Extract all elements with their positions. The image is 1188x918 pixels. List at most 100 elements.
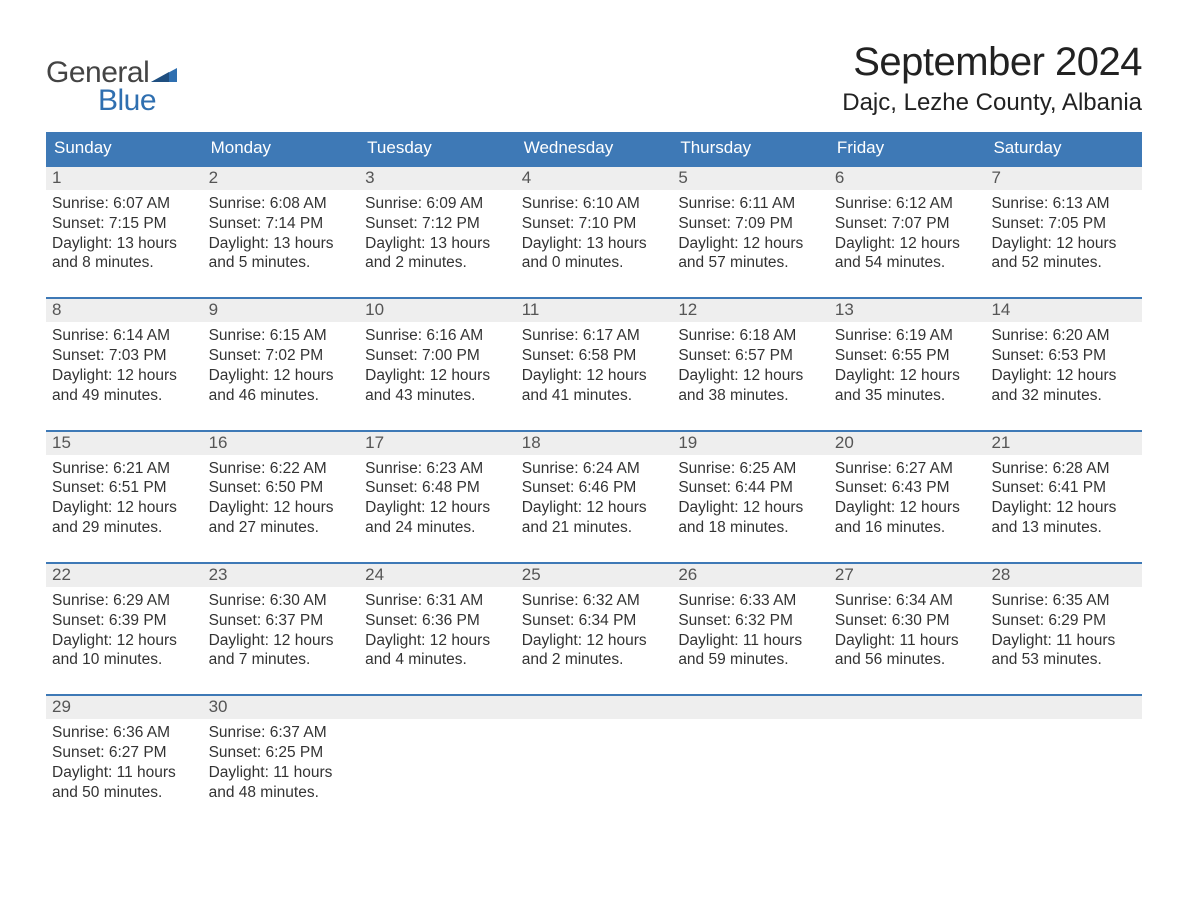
day-number: 4 bbox=[516, 167, 673, 190]
day-number bbox=[359, 696, 516, 719]
day-cell: 29Sunrise: 6:36 AMSunset: 6:27 PMDayligh… bbox=[46, 696, 203, 826]
day-body: Sunrise: 6:07 AMSunset: 7:15 PMDaylight:… bbox=[46, 190, 203, 297]
sunset-text: Sunset: 6:30 PM bbox=[835, 611, 980, 631]
day-cell: 2Sunrise: 6:08 AMSunset: 7:14 PMDaylight… bbox=[203, 167, 360, 297]
sunset-text: Sunset: 6:41 PM bbox=[991, 478, 1136, 498]
sunrise-text: Sunrise: 6:09 AM bbox=[365, 194, 510, 214]
sunrise-text: Sunrise: 6:19 AM bbox=[835, 326, 980, 346]
weekday-header: Wednesday bbox=[516, 132, 673, 165]
weekday-header: Tuesday bbox=[359, 132, 516, 165]
day-body: Sunrise: 6:33 AMSunset: 6:32 PMDaylight:… bbox=[672, 587, 829, 694]
sunrise-text: Sunrise: 6:23 AM bbox=[365, 459, 510, 479]
day-body: Sunrise: 6:15 AMSunset: 7:02 PMDaylight:… bbox=[203, 322, 360, 429]
daylight-text: Daylight: 12 hours and 18 minutes. bbox=[678, 498, 823, 538]
sunrise-text: Sunrise: 6:36 AM bbox=[52, 723, 197, 743]
day-cell: 25Sunrise: 6:32 AMSunset: 6:34 PMDayligh… bbox=[516, 564, 673, 694]
day-number bbox=[672, 696, 829, 719]
day-cell bbox=[516, 696, 673, 826]
day-body: Sunrise: 6:14 AMSunset: 7:03 PMDaylight:… bbox=[46, 322, 203, 429]
daylight-text: Daylight: 13 hours and 5 minutes. bbox=[209, 234, 354, 274]
day-cell: 14Sunrise: 6:20 AMSunset: 6:53 PMDayligh… bbox=[985, 299, 1142, 429]
day-cell: 20Sunrise: 6:27 AMSunset: 6:43 PMDayligh… bbox=[829, 432, 986, 562]
day-cell: 9Sunrise: 6:15 AMSunset: 7:02 PMDaylight… bbox=[203, 299, 360, 429]
day-number: 14 bbox=[985, 299, 1142, 322]
daylight-text: Daylight: 12 hours and 38 minutes. bbox=[678, 366, 823, 406]
day-number: 17 bbox=[359, 432, 516, 455]
sunrise-text: Sunrise: 6:35 AM bbox=[991, 591, 1136, 611]
day-cell: 13Sunrise: 6:19 AMSunset: 6:55 PMDayligh… bbox=[829, 299, 986, 429]
day-cell bbox=[359, 696, 516, 826]
day-number: 12 bbox=[672, 299, 829, 322]
sunset-text: Sunset: 6:53 PM bbox=[991, 346, 1136, 366]
calendar-grid: SundayMondayTuesdayWednesdayThursdayFrid… bbox=[46, 132, 1142, 827]
day-cell: 18Sunrise: 6:24 AMSunset: 6:46 PMDayligh… bbox=[516, 432, 673, 562]
day-body: Sunrise: 6:16 AMSunset: 7:00 PMDaylight:… bbox=[359, 322, 516, 429]
day-cell: 17Sunrise: 6:23 AMSunset: 6:48 PMDayligh… bbox=[359, 432, 516, 562]
sunset-text: Sunset: 6:39 PM bbox=[52, 611, 197, 631]
week-row: 1Sunrise: 6:07 AMSunset: 7:15 PMDaylight… bbox=[46, 165, 1142, 297]
day-number: 16 bbox=[203, 432, 360, 455]
day-body: Sunrise: 6:37 AMSunset: 6:25 PMDaylight:… bbox=[203, 719, 360, 826]
day-number: 3 bbox=[359, 167, 516, 190]
sunset-text: Sunset: 7:00 PM bbox=[365, 346, 510, 366]
sunset-text: Sunset: 6:27 PM bbox=[52, 743, 197, 763]
day-cell: 6Sunrise: 6:12 AMSunset: 7:07 PMDaylight… bbox=[829, 167, 986, 297]
day-cell: 26Sunrise: 6:33 AMSunset: 6:32 PMDayligh… bbox=[672, 564, 829, 694]
daylight-text: Daylight: 12 hours and 35 minutes. bbox=[835, 366, 980, 406]
day-cell: 30Sunrise: 6:37 AMSunset: 6:25 PMDayligh… bbox=[203, 696, 360, 826]
day-number: 1 bbox=[46, 167, 203, 190]
day-number: 15 bbox=[46, 432, 203, 455]
daylight-text: Daylight: 12 hours and 13 minutes. bbox=[991, 498, 1136, 538]
weekday-header: Sunday bbox=[46, 132, 203, 165]
day-cell: 1Sunrise: 6:07 AMSunset: 7:15 PMDaylight… bbox=[46, 167, 203, 297]
daylight-text: Daylight: 12 hours and 21 minutes. bbox=[522, 498, 667, 538]
sunset-text: Sunset: 6:37 PM bbox=[209, 611, 354, 631]
day-number: 30 bbox=[203, 696, 360, 719]
sunset-text: Sunset: 7:07 PM bbox=[835, 214, 980, 234]
daylight-text: Daylight: 12 hours and 7 minutes. bbox=[209, 631, 354, 671]
flag-icon bbox=[151, 62, 177, 82]
day-number: 24 bbox=[359, 564, 516, 587]
sunrise-text: Sunrise: 6:18 AM bbox=[678, 326, 823, 346]
sunrise-text: Sunrise: 6:13 AM bbox=[991, 194, 1136, 214]
daylight-text: Daylight: 12 hours and 46 minutes. bbox=[209, 366, 354, 406]
day-body: Sunrise: 6:34 AMSunset: 6:30 PMDaylight:… bbox=[829, 587, 986, 694]
daylight-text: Daylight: 12 hours and 32 minutes. bbox=[991, 366, 1136, 406]
daylight-text: Daylight: 12 hours and 49 minutes. bbox=[52, 366, 197, 406]
sunrise-text: Sunrise: 6:37 AM bbox=[209, 723, 354, 743]
sunrise-text: Sunrise: 6:12 AM bbox=[835, 194, 980, 214]
day-number: 9 bbox=[203, 299, 360, 322]
daylight-text: Daylight: 11 hours and 50 minutes. bbox=[52, 763, 197, 803]
sunset-text: Sunset: 7:03 PM bbox=[52, 346, 197, 366]
day-body: Sunrise: 6:21 AMSunset: 6:51 PMDaylight:… bbox=[46, 455, 203, 562]
day-body: Sunrise: 6:20 AMSunset: 6:53 PMDaylight:… bbox=[985, 322, 1142, 429]
day-cell: 16Sunrise: 6:22 AMSunset: 6:50 PMDayligh… bbox=[203, 432, 360, 562]
sunset-text: Sunset: 6:46 PM bbox=[522, 478, 667, 498]
daylight-text: Daylight: 12 hours and 43 minutes. bbox=[365, 366, 510, 406]
header-row: General Blue September 2024 Dajc, Lezhe … bbox=[46, 34, 1142, 118]
day-number: 2 bbox=[203, 167, 360, 190]
day-number: 5 bbox=[672, 167, 829, 190]
weekday-header: Thursday bbox=[672, 132, 829, 165]
week-row: 22Sunrise: 6:29 AMSunset: 6:39 PMDayligh… bbox=[46, 562, 1142, 694]
day-number: 25 bbox=[516, 564, 673, 587]
logo-text-blue: Blue bbox=[98, 84, 156, 118]
sunset-text: Sunset: 7:10 PM bbox=[522, 214, 667, 234]
title-block: September 2024 Dajc, Lezhe County, Alban… bbox=[842, 34, 1142, 117]
daylight-text: Daylight: 12 hours and 16 minutes. bbox=[835, 498, 980, 538]
day-cell bbox=[829, 696, 986, 826]
day-body: Sunrise: 6:35 AMSunset: 6:29 PMDaylight:… bbox=[985, 587, 1142, 694]
calendar-page: General Blue September 2024 Dajc, Lezhe … bbox=[0, 0, 1188, 918]
day-body: Sunrise: 6:32 AMSunset: 6:34 PMDaylight:… bbox=[516, 587, 673, 694]
daylight-text: Daylight: 12 hours and 41 minutes. bbox=[522, 366, 667, 406]
sunset-text: Sunset: 7:05 PM bbox=[991, 214, 1136, 234]
day-number: 28 bbox=[985, 564, 1142, 587]
day-body: Sunrise: 6:23 AMSunset: 6:48 PMDaylight:… bbox=[359, 455, 516, 562]
daylight-text: Daylight: 12 hours and 10 minutes. bbox=[52, 631, 197, 671]
sunset-text: Sunset: 6:58 PM bbox=[522, 346, 667, 366]
day-body: Sunrise: 6:11 AMSunset: 7:09 PMDaylight:… bbox=[672, 190, 829, 297]
sunset-text: Sunset: 6:48 PM bbox=[365, 478, 510, 498]
weeks-container: 1Sunrise: 6:07 AMSunset: 7:15 PMDaylight… bbox=[46, 165, 1142, 827]
sunset-text: Sunset: 6:44 PM bbox=[678, 478, 823, 498]
sunrise-text: Sunrise: 6:17 AM bbox=[522, 326, 667, 346]
